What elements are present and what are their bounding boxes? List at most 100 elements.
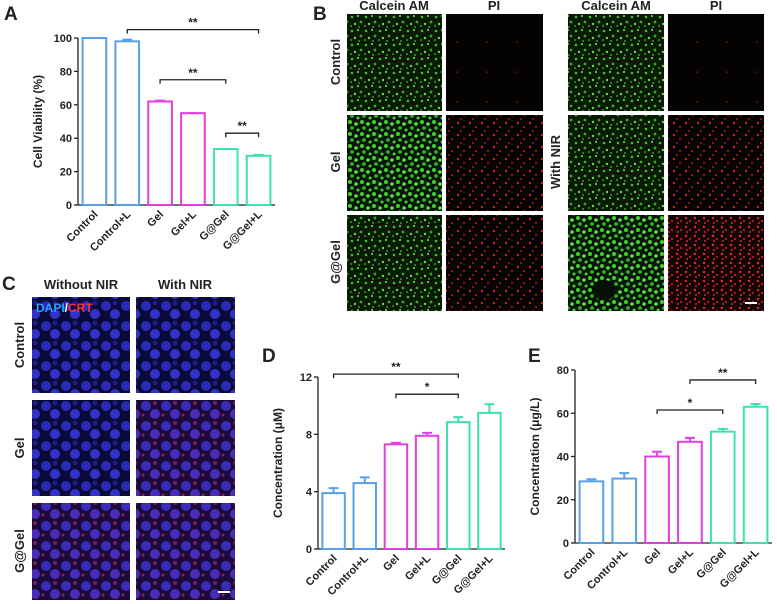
y-tick-label: 80 <box>60 66 72 78</box>
significance-bracket <box>225 132 260 138</box>
bar <box>352 482 377 551</box>
micrograph <box>668 14 764 111</box>
error-bar <box>122 38 133 42</box>
micrograph <box>32 297 130 393</box>
micrograph <box>668 115 764 211</box>
scale-bar <box>745 302 757 304</box>
y-tick-label: 20 <box>557 495 569 507</box>
y-tick-label: 8 <box>306 429 312 441</box>
y-axis-label: Concentration (μg/L) <box>528 398 542 516</box>
stain-sep: / <box>65 301 69 315</box>
error-bar <box>253 153 264 156</box>
significance-label: ** <box>718 366 728 380</box>
row-header: Control <box>12 322 27 368</box>
bar <box>212 148 239 206</box>
bar <box>245 154 272 206</box>
y-tick-label: 40 <box>557 452 569 464</box>
micrograph <box>568 14 664 111</box>
panel-letter: A <box>4 4 18 25</box>
row-header: G@Gel <box>328 240 343 284</box>
significance-bracket <box>159 79 227 84</box>
micrograph <box>347 215 442 311</box>
x-tick-label: Gel <box>381 553 402 574</box>
error-bar <box>586 478 597 482</box>
bar <box>644 455 670 544</box>
column-header: With NIR <box>158 277 213 292</box>
bar <box>477 411 502 551</box>
error-bar <box>717 427 728 432</box>
y-tick-label: 40 <box>60 133 72 145</box>
error-bar <box>750 402 761 407</box>
y-tick-label: 80 <box>557 365 569 377</box>
micrograph <box>568 115 664 211</box>
significance-bracket <box>395 393 459 399</box>
error-bar <box>328 487 339 494</box>
column-header: PI <box>488 0 500 13</box>
error-bar <box>652 450 663 457</box>
bar <box>81 37 108 206</box>
bar <box>611 477 638 544</box>
micrograph <box>446 14 543 111</box>
x-tick-label: Gel <box>642 547 663 568</box>
micrograph <box>568 215 664 311</box>
row-header: Gel <box>12 438 27 459</box>
significance-label: ** <box>237 119 247 133</box>
error-bar <box>359 476 370 484</box>
significance-label: ** <box>188 66 198 80</box>
column-header: Without NIR <box>44 277 119 292</box>
panel-c: Without NIR With NIR Control Gel G@Gel D… <box>12 277 235 600</box>
significance-label: ** <box>188 16 198 30</box>
y-tick-label: 0 <box>66 200 72 212</box>
micrograph <box>347 115 442 211</box>
error-bar <box>484 403 495 413</box>
error-bar <box>390 441 401 445</box>
bar <box>446 421 471 550</box>
micrograph <box>136 503 235 600</box>
micrograph <box>446 115 543 211</box>
row-header: G@Gel <box>12 529 27 573</box>
column-header: Calcein AM <box>581 0 651 13</box>
panel-letter: B <box>313 4 327 25</box>
scale-bar <box>218 591 230 593</box>
micrograph <box>446 215 543 311</box>
y-tick-label: 60 <box>557 408 569 420</box>
micrograph <box>32 400 130 496</box>
stain-label: DAPI/CRT <box>36 301 93 315</box>
y-axis-label: Concentration (μM) <box>271 408 285 518</box>
side-label: With NIR <box>548 134 563 189</box>
significance-label: * <box>688 396 693 410</box>
panel-letter: C <box>2 274 16 295</box>
micrograph <box>668 215 764 311</box>
bar <box>383 443 409 550</box>
y-tick-label: 20 <box>60 167 72 179</box>
y-tick-label: 0 <box>563 538 569 550</box>
y-tick-label: 100 <box>54 33 72 45</box>
bar <box>742 405 769 545</box>
error-bar <box>422 431 433 436</box>
stain-crt: CRT <box>68 301 93 315</box>
panel-b: Calcein AM PI Calcein AM PI Control Gel … <box>328 0 764 311</box>
significance-bracket <box>656 409 724 415</box>
x-tick-label: Gel+L <box>169 208 200 239</box>
column-header: Calcein AM <box>359 0 429 13</box>
bar <box>180 112 206 206</box>
significance-bracket <box>689 379 757 384</box>
bar <box>114 40 141 207</box>
error-bar <box>155 99 166 102</box>
stain-dapi: DAPI <box>36 301 65 315</box>
y-axis-label: Cell Viability (%) <box>31 75 45 168</box>
significance-label: ** <box>391 360 401 374</box>
bar <box>321 492 346 551</box>
micrograph <box>136 400 235 496</box>
significance-bracket <box>126 29 260 34</box>
x-tick-label: Gel+L <box>666 546 697 577</box>
x-tick-label: Gel <box>145 209 166 230</box>
y-tick-label: 4 <box>306 487 313 499</box>
bar <box>709 430 736 545</box>
row-header: Gel <box>328 152 343 173</box>
micrograph <box>32 503 130 600</box>
panel-letter: D <box>262 346 276 367</box>
bar <box>677 440 703 545</box>
column-header: PI <box>710 0 722 13</box>
